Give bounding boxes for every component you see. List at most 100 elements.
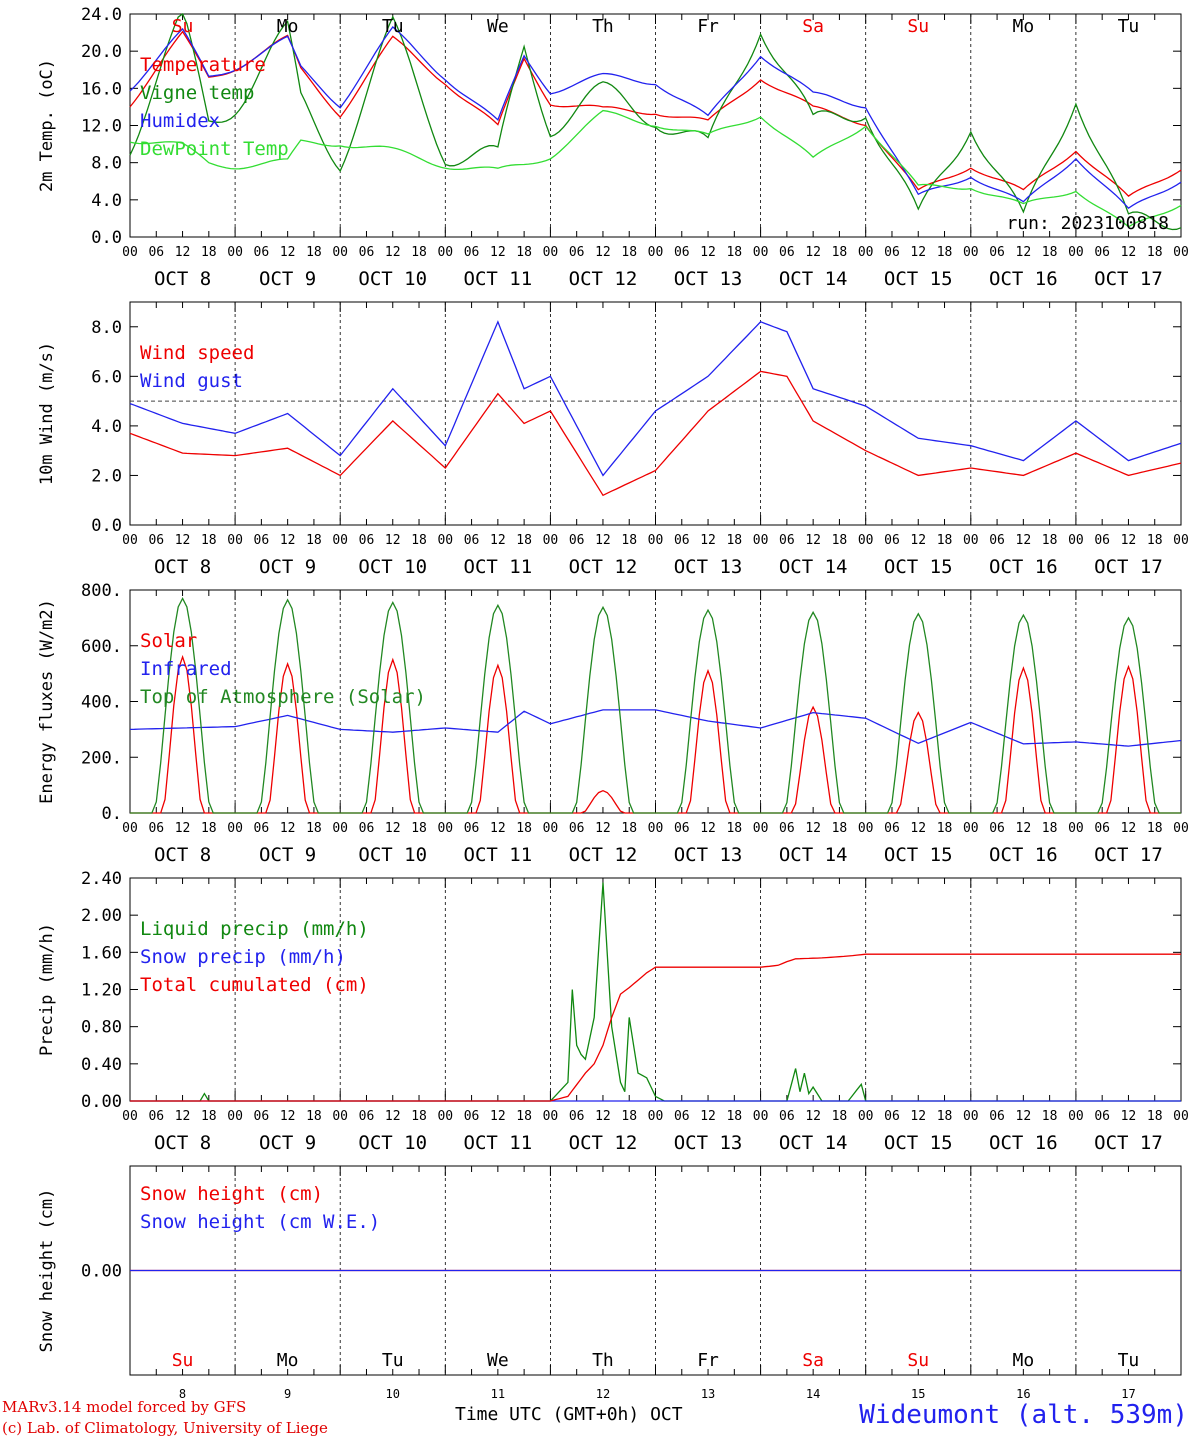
series-line-3 <box>129 109 1182 228</box>
hour-tick-label: 00 <box>753 1109 769 1124</box>
day-of-week-label: Fr <box>697 1350 719 1371</box>
legend-entry: DewPoint Temp <box>140 138 289 160</box>
hour-tick-label: 12 <box>910 1109 926 1124</box>
hour-tick-label: 12 <box>1016 245 1032 260</box>
date-label: OCT 11 <box>464 1132 533 1154</box>
hour-tick-label: 12 <box>700 533 716 548</box>
date-label: OCT 9 <box>259 268 316 290</box>
run-annotation: run: 2023100818 <box>1006 213 1169 234</box>
day-of-week-label: Tu <box>382 1350 404 1371</box>
day-of-week-label: We <box>487 16 509 37</box>
hour-tick-label: 18 <box>1042 1109 1058 1124</box>
date-label: OCT 11 <box>464 556 533 578</box>
hour-tick-label: 00 <box>227 1109 243 1124</box>
hour-tick-label: 12 <box>700 821 716 836</box>
hour-tick-label: 00 <box>437 821 453 836</box>
hour-tick-label: 00 <box>332 245 348 260</box>
hour-tick-label: 00 <box>963 1109 979 1124</box>
series-line-2 <box>130 596 1181 814</box>
date-label: OCT 10 <box>358 1132 427 1154</box>
panel-2 <box>129 301 1182 526</box>
day-of-week-label: Tu <box>382 16 404 37</box>
hour-tick-label: 06 <box>359 1109 375 1124</box>
hour-tick-label: 00 <box>963 821 979 836</box>
time-axis-label: Time UTC (GMT+0h) OCT <box>455 1404 683 1425</box>
hour-tick-label: 06 <box>148 533 164 548</box>
hour-tick-label: 18 <box>411 245 427 260</box>
hour-tick-label: 18 <box>306 1109 322 1124</box>
hour-tick-label: 00 <box>648 1109 664 1124</box>
hour-tick-label: 06 <box>254 1109 270 1124</box>
hour-tick-label: 06 <box>148 245 164 260</box>
day-of-week-label: Su <box>907 1350 929 1371</box>
hour-tick-label: 06 <box>674 1109 690 1124</box>
hour-tick-label: 06 <box>989 533 1005 548</box>
hour-tick-label: 06 <box>989 1109 1005 1124</box>
hour-tick-label: 00 <box>753 245 769 260</box>
date-label: OCT 17 <box>1094 556 1163 578</box>
hour-tick-label: 18 <box>201 533 217 548</box>
hour-tick-label: 06 <box>254 533 270 548</box>
day-of-week-label: Mo <box>1013 1350 1035 1371</box>
series-line-2 <box>130 953 1181 1102</box>
hour-tick-label: 12 <box>490 821 506 836</box>
day-of-week-label: Su <box>907 16 929 37</box>
hour-tick-label: 06 <box>989 821 1005 836</box>
hour-tick-label: 00 <box>1173 533 1189 548</box>
hour-tick-label: 06 <box>884 1109 900 1124</box>
hour-tick-label: 12 <box>1121 821 1137 836</box>
date-label: OCT 14 <box>779 268 848 290</box>
day-number-label: 15 <box>911 1387 925 1401</box>
hour-tick-label: 18 <box>832 245 848 260</box>
legend-entry: Snow precip (mm/h) <box>140 946 346 968</box>
hour-tick-label: 00 <box>332 1109 348 1124</box>
hour-tick-label: 18 <box>1042 245 1058 260</box>
hour-tick-label: 12 <box>490 533 506 548</box>
hour-tick-label: 06 <box>674 533 690 548</box>
y-tick-label: 8.0 <box>91 318 122 338</box>
y-tick-label: 12.0 <box>81 117 122 137</box>
date-label: OCT 15 <box>884 556 953 578</box>
hour-tick-label: 12 <box>175 245 191 260</box>
hour-tick-label: 12 <box>280 821 296 836</box>
day-number-label: 13 <box>701 1387 715 1401</box>
hour-tick-label: 06 <box>254 821 270 836</box>
hour-tick-label: 06 <box>884 533 900 548</box>
hour-tick-label: 12 <box>1121 245 1137 260</box>
day-number-label: 10 <box>386 1387 400 1401</box>
hour-tick-label: 18 <box>516 533 532 548</box>
hour-tick-label: 00 <box>858 245 874 260</box>
date-label: OCT 12 <box>569 1132 638 1154</box>
day-number-label: 9 <box>284 1387 291 1401</box>
hour-tick-label: 18 <box>1147 821 1163 836</box>
hour-tick-label: 00 <box>332 533 348 548</box>
hour-tick-label: 06 <box>779 245 795 260</box>
hour-tick-label: 18 <box>832 533 848 548</box>
hour-tick-label: 18 <box>516 245 532 260</box>
hour-tick-label: 12 <box>595 821 611 836</box>
hour-tick-label: 18 <box>1147 1109 1163 1124</box>
date-label: OCT 14 <box>779 556 848 578</box>
hour-tick-label: 00 <box>227 245 243 260</box>
day-of-week-label: Sa <box>802 1350 824 1371</box>
hour-tick-label: 18 <box>1042 533 1058 548</box>
date-label: OCT 8 <box>154 268 211 290</box>
hour-tick-label: 00 <box>858 821 874 836</box>
hour-tick-label: 12 <box>1121 533 1137 548</box>
series-line-1 <box>129 13 1182 231</box>
hour-tick-label: 06 <box>464 821 480 836</box>
hour-tick-label: 00 <box>1068 821 1084 836</box>
hour-tick-label: 00 <box>648 821 664 836</box>
hour-tick-label: 12 <box>175 1109 191 1124</box>
hour-tick-label: 18 <box>306 533 322 548</box>
hour-tick-label: 06 <box>884 245 900 260</box>
hour-tick-label: 18 <box>726 533 742 548</box>
legend-entry: Top of Atmosphere (Solar) <box>140 686 426 708</box>
hour-tick-label: 06 <box>779 821 795 836</box>
date-label: OCT 15 <box>884 844 953 866</box>
y-tick-label: 800. <box>81 581 122 601</box>
hour-tick-label: 00 <box>122 1109 138 1124</box>
hour-tick-label: 18 <box>937 821 953 836</box>
date-label: OCT 9 <box>259 844 316 866</box>
day-of-week-label: Fr <box>697 16 719 37</box>
